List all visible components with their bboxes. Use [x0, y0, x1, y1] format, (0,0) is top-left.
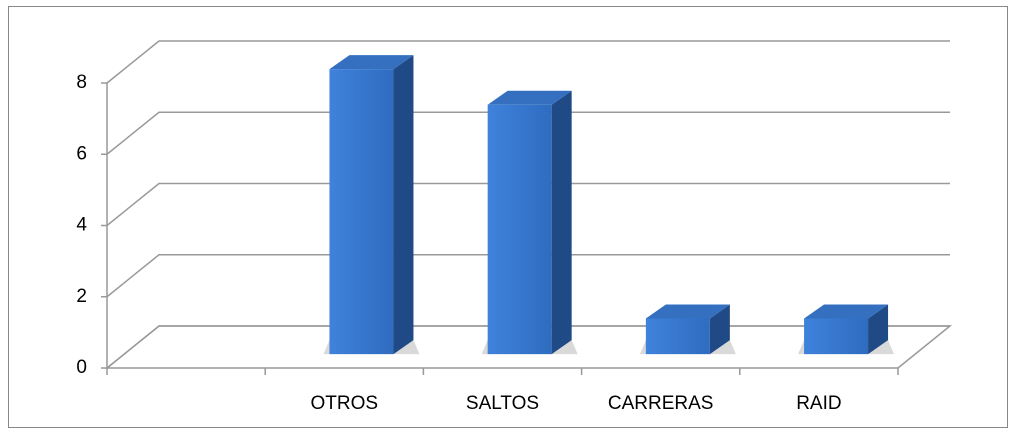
bar — [798, 304, 895, 355]
grid-line — [106, 254, 950, 298]
y-tick-label: 0 — [76, 357, 87, 378]
bar-side — [709, 304, 730, 355]
bar — [323, 55, 420, 355]
bar-side — [868, 304, 889, 355]
x-tick-label: OTROS — [311, 393, 379, 414]
bar-top — [804, 304, 889, 319]
grid-line — [106, 40, 950, 84]
bar-top — [645, 304, 730, 319]
bar-top — [487, 90, 572, 105]
bar-front — [645, 318, 710, 355]
bar-side — [551, 90, 572, 355]
x-tick-label: SALTOS — [466, 393, 539, 414]
grid-line — [106, 182, 950, 227]
bar-side — [393, 55, 414, 355]
grid-line — [106, 111, 950, 155]
y-tick-label: 8 — [76, 72, 87, 93]
bar — [639, 304, 736, 355]
y-tick-label: 4 — [76, 215, 87, 236]
bar-front — [804, 318, 869, 355]
bar — [481, 90, 578, 355]
x-tick-label: RAID — [796, 393, 841, 414]
bar-front — [487, 104, 552, 355]
y-tick-label: 2 — [76, 286, 87, 307]
y-tick-label: 6 — [76, 143, 87, 164]
x-tick-label: CARRERAS — [608, 393, 714, 414]
bar-front — [329, 69, 394, 355]
bar-top — [329, 55, 414, 70]
